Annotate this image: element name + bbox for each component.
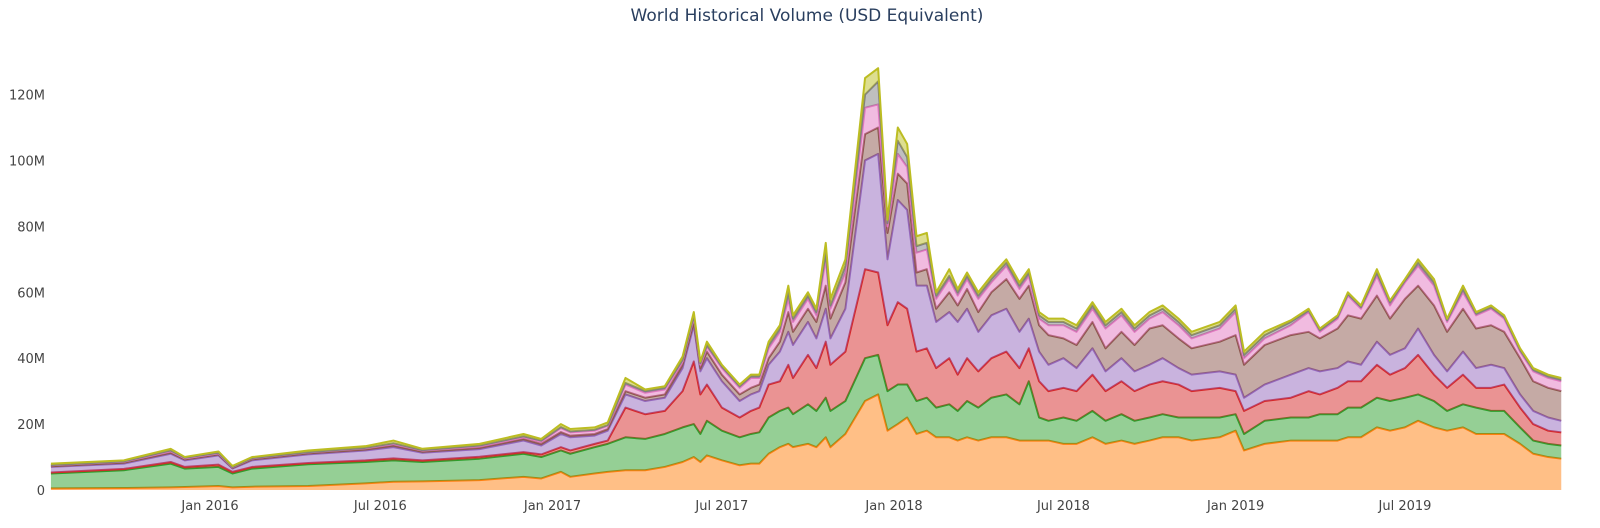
series-4-line [50,152,1562,470]
x-tick-label: Jan 2019 [1206,499,1264,514]
plot-area [50,67,1562,490]
series-1-area [50,394,1562,490]
y-tick-label: 100M [9,154,45,169]
y-tick-label: 0 [37,484,45,499]
y-tick-label: 20M [17,418,45,433]
x-tick-label: Jul 2016 [353,499,407,514]
series-8-line [50,67,1562,467]
y-tick-label: 40M [17,352,45,367]
x-tick-label: Jul 2019 [1378,499,1432,514]
y-tick-label: 60M [17,286,45,301]
series-5-line [50,126,1562,469]
y-tick-label: 120M [9,89,45,104]
chart-title: World Historical Volume (USD Equivalent) [631,6,984,26]
series-2-area [50,354,1562,489]
x-tick-label: Jul 2018 [1036,499,1090,514]
x-axis: Jan 2016 Jul 2016 Jan 2017 Jul 2017 Jan 2018… [180,499,1431,514]
series-7-line [50,80,1562,468]
series-3-area [50,269,1562,474]
y-axis: 0 20M 40M 60M 80M 100M 120M [9,89,45,499]
series-2-line [50,353,1562,475]
x-tick-label: Jul 2017 [694,499,748,514]
x-tick-label: Jan 2016 [180,499,238,514]
y-tick-label: 80M [17,220,45,235]
x-tick-label: Jan 2017 [523,499,581,514]
x-tick-label: Jan 2018 [864,499,922,514]
